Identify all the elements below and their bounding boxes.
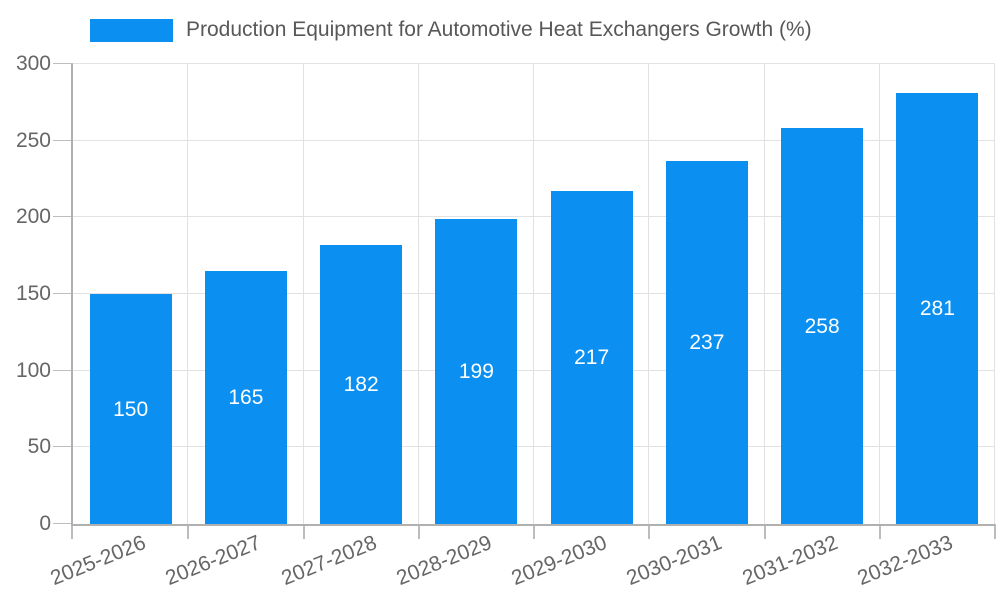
legend-swatch xyxy=(90,18,173,42)
y-tick-label: 0 xyxy=(39,512,51,535)
y-tick xyxy=(53,139,73,141)
bar-value-label: 258 xyxy=(804,314,840,338)
plot-area: 150 165 182 199 217 237 258 281 xyxy=(53,63,996,539)
bar-2028-2029[interactable]: 199 xyxy=(435,218,518,524)
bar-2026-2027[interactable]: 165 xyxy=(204,271,287,524)
y-tick xyxy=(53,369,73,371)
bar-2025-2026[interactable]: 150 xyxy=(89,294,172,524)
x-tick xyxy=(533,524,535,539)
x-tick-label: 2028-2029 xyxy=(393,531,495,590)
x-tick-label: 2029-2030 xyxy=(508,531,611,590)
x-tick xyxy=(302,524,305,539)
x-tick xyxy=(994,524,996,539)
x-tick-label: 2027-2028 xyxy=(278,531,380,590)
h-gridline xyxy=(73,139,995,141)
x-tick xyxy=(763,524,766,539)
v-gridline xyxy=(878,64,880,524)
h-gridline xyxy=(73,216,995,218)
y-tick xyxy=(53,523,73,524)
h-gridline xyxy=(73,446,995,448)
y-tick-label: 300 xyxy=(15,52,51,75)
bar-value-label: 237 xyxy=(689,330,725,354)
x-tick-label: 2026-2027 xyxy=(162,531,265,590)
y-tick-label: 50 xyxy=(27,435,51,459)
y-tick xyxy=(53,216,73,218)
x-tick-label: 2032-2033 xyxy=(854,531,956,590)
legend[interactable]: Production Equipment for Automotive Heat… xyxy=(90,18,812,42)
bar-value-label: 150 xyxy=(113,397,149,421)
legend-label: Production Equipment for Automotive Heat… xyxy=(186,18,812,41)
bar-value-label: 165 xyxy=(228,386,264,409)
bar-value-label: 281 xyxy=(919,297,955,321)
x-tick xyxy=(71,524,73,539)
bar-value-label: 199 xyxy=(458,359,494,383)
x-tick-label: 2025-2026 xyxy=(47,531,150,590)
v-gridline xyxy=(187,64,189,524)
x-tick xyxy=(187,524,190,539)
v-gridline xyxy=(302,64,304,524)
x-tick xyxy=(417,524,420,539)
bar-value-label: 217 xyxy=(574,346,610,370)
y-tick xyxy=(53,293,73,294)
v-gridline xyxy=(648,64,650,524)
y-tick-label: 200 xyxy=(15,205,51,229)
bar-2027-2028[interactable]: 182 xyxy=(320,244,403,524)
bar-2031-2032[interactable]: 258 xyxy=(781,128,864,524)
h-gridline xyxy=(73,369,995,371)
bar-2032-2033[interactable]: 281 xyxy=(896,93,979,524)
bar-2029-2030[interactable]: 217 xyxy=(550,191,633,524)
x-tick xyxy=(878,524,881,539)
v-gridline xyxy=(994,64,995,524)
v-gridline xyxy=(417,64,419,524)
x-tick xyxy=(648,524,651,539)
bar-value-label: 182 xyxy=(343,372,379,396)
y-axis-labels: 0 50 100 150 200 250 300 xyxy=(0,52,51,535)
bar-2030-2031[interactable]: 237 xyxy=(665,160,748,524)
y-tick xyxy=(53,63,73,64)
y-tick xyxy=(53,446,73,448)
y-tick-label: 250 xyxy=(15,128,51,152)
y-tick-label: 150 xyxy=(15,282,51,305)
h-gridline xyxy=(73,293,995,294)
h-gridline xyxy=(73,63,995,64)
x-tick-label: 2031-2032 xyxy=(739,531,841,590)
x-axis-labels: 2025-2026 2026-2027 2027-2028 2028-2029 2029… xyxy=(48,531,995,600)
x-tick-label: 2030-2031 xyxy=(623,531,726,590)
y-tick-label: 100 xyxy=(15,358,51,382)
v-gridline xyxy=(763,64,765,524)
x-axis-line xyxy=(71,524,995,526)
y-axis-line xyxy=(71,64,73,526)
v-gridline xyxy=(533,64,534,524)
